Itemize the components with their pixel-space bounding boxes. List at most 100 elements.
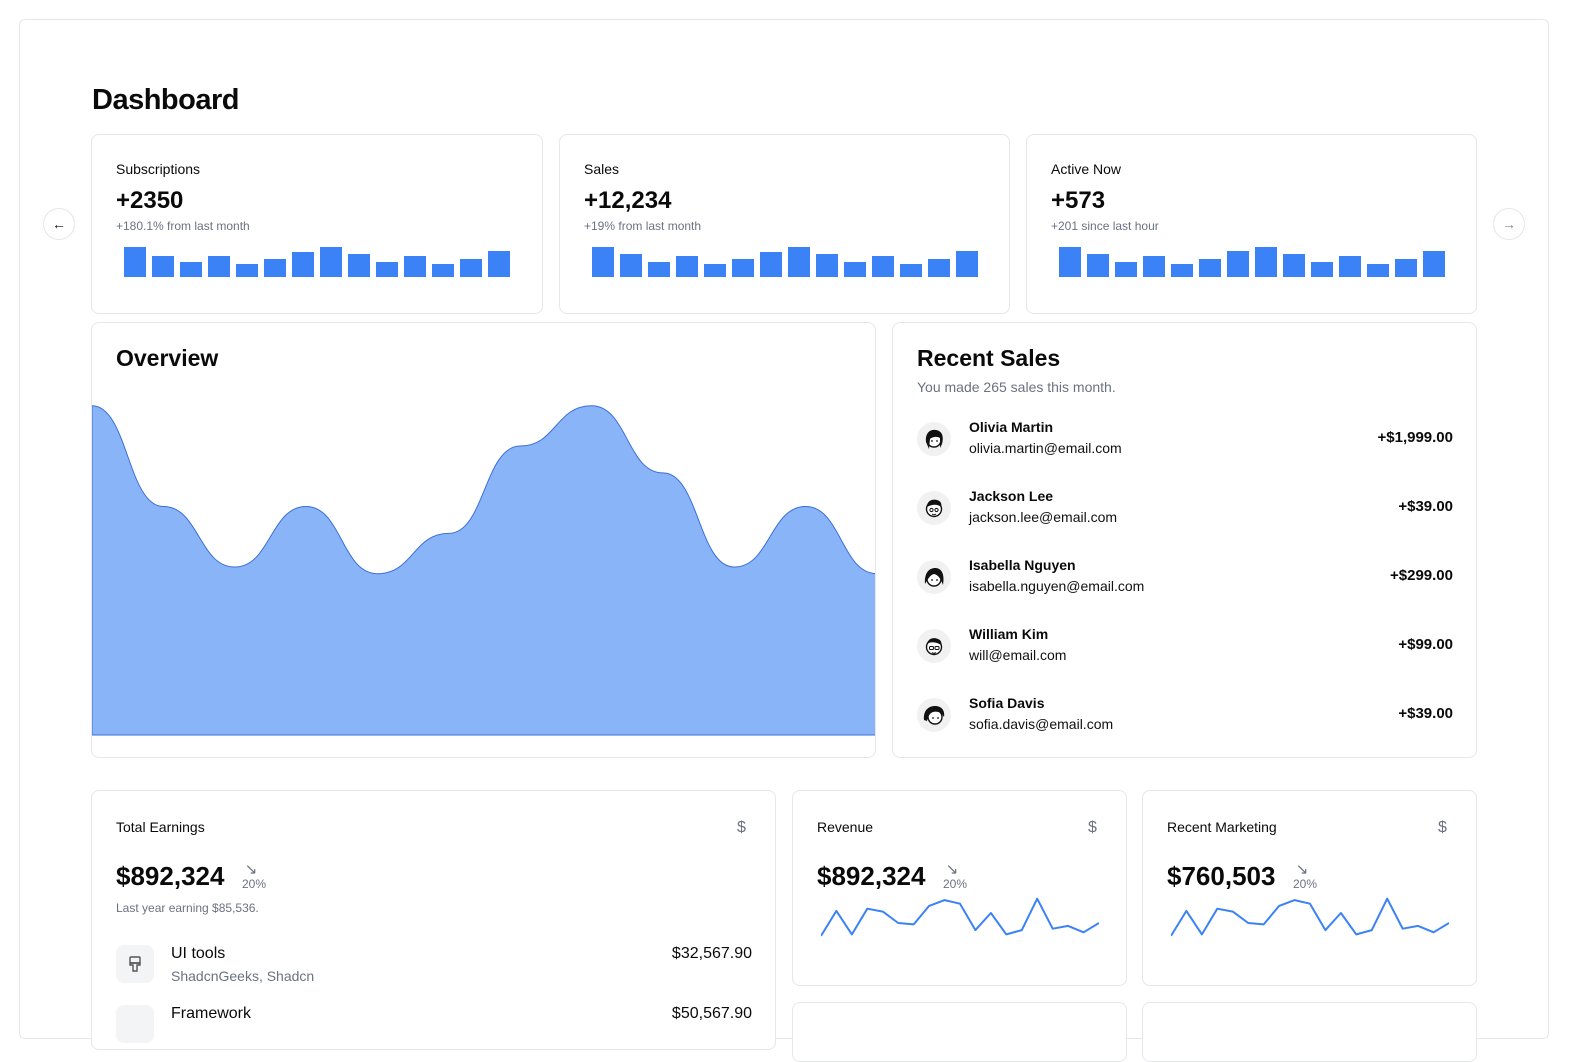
- stat-bar: [320, 247, 342, 277]
- stat-bar: [928, 259, 950, 277]
- recent-sales-title: Recent Sales: [917, 345, 1061, 371]
- sale-row: William Kim will@email.com +$99.00: [917, 626, 1453, 670]
- stat-bar: [816, 253, 838, 277]
- customer-name: Isabella Nguyen: [969, 557, 1076, 573]
- revenue-value: $892,324: [817, 861, 926, 891]
- sale-amount: +$39.00: [1398, 705, 1453, 722]
- recent-marketing-value: $760,503: [1167, 861, 1276, 891]
- sale-row: Jackson Lee jackson.lee@email.com +$39.0…: [917, 488, 1453, 532]
- stat-bar: [264, 259, 286, 277]
- tool-subtext: ShadcnGeeks, Shadcn: [171, 968, 315, 984]
- stat-value: +573: [1051, 187, 1106, 214]
- stat-bar: [1171, 263, 1193, 277]
- stat-label: Active Now: [1051, 161, 1122, 177]
- change-percent: 20%: [242, 877, 267, 891]
- stat-bar: [1087, 253, 1109, 277]
- trend-down-icon: ↘: [945, 861, 959, 878]
- stat-bar: [900, 263, 922, 277]
- stat-bar-chart: [592, 245, 978, 277]
- stat-bar: [956, 250, 978, 277]
- stat-bar: [208, 256, 230, 277]
- carousel-next-button[interactable]: →: [1493, 208, 1525, 240]
- stat-bar-chart: [1059, 245, 1445, 277]
- sale-row: Isabella Nguyen isabella.nguyen@email.co…: [917, 557, 1453, 601]
- list-item: UI tools ShadcnGeeks, Shadcn $32,567.90: [116, 943, 752, 987]
- dollar-icon: $: [1438, 819, 1447, 836]
- stat-bar: [180, 262, 202, 277]
- marketing-sparkline: [1171, 897, 1449, 937]
- stat-bar: [236, 263, 258, 277]
- stat-subtext: +19% from last month: [584, 219, 702, 233]
- stat-bar: [1283, 253, 1305, 277]
- customer-name: Sofia Davis: [969, 695, 1045, 711]
- stat-bar: [1059, 247, 1081, 277]
- stat-bar: [704, 263, 726, 277]
- total-earnings-label: Total Earnings: [116, 819, 205, 835]
- stat-bar: [1143, 256, 1165, 277]
- stat-bar: [124, 247, 146, 277]
- stat-bar: [1199, 259, 1221, 277]
- stat-bar: [1115, 262, 1137, 277]
- stat-bar: [1255, 247, 1277, 277]
- sale-row: Sofia Davis sofia.davis@email.com +$39.0…: [917, 695, 1453, 739]
- stat-bar: [1339, 256, 1361, 277]
- carousel-prev-button[interactable]: ←: [43, 208, 75, 240]
- stat-subtext: +201 since last hour: [1051, 219, 1159, 233]
- stat-bar: [844, 262, 866, 277]
- stat-bar: [620, 253, 642, 277]
- recent-marketing-card: Recent Marketing $ $760,503 ↘ 20%: [1142, 790, 1477, 986]
- stat-bar: [152, 256, 174, 277]
- arrow-right-icon: →: [1502, 216, 1516, 232]
- trend-down-icon: ↘: [1295, 861, 1309, 878]
- overview-area-fill: [92, 405, 875, 736]
- stat-bar: [1311, 262, 1333, 277]
- sale-amount: +$1,999.00: [1377, 429, 1454, 446]
- overview-card: Overview: [91, 322, 876, 758]
- customer-name: Jackson Lee: [969, 488, 1054, 504]
- customer-name: Olivia Martin: [969, 419, 1054, 435]
- revenue-line: [821, 897, 1099, 937]
- customer-email: olivia.martin@email.com: [969, 440, 1122, 456]
- avatar: [917, 560, 951, 594]
- stat-bar: [1395, 259, 1417, 277]
- stat-subtext: +180.1% from last month: [116, 219, 250, 233]
- card-partial: [1142, 1002, 1477, 1062]
- change-indicator: ↘ 20%: [943, 862, 968, 891]
- tool-name: UI tools: [171, 945, 226, 962]
- avatar: [917, 422, 951, 456]
- sale-amount: +$299.00: [1390, 567, 1453, 584]
- stat-bar: [1423, 250, 1445, 277]
- revenue-card: Revenue $ $892,324 ↘ 20%: [792, 790, 1127, 986]
- stat-value: +12,234: [584, 187, 672, 214]
- change-percent: 20%: [1293, 877, 1318, 891]
- stat-bar: [788, 247, 810, 277]
- stat-card-active-now: Active Now +573 +201 since last hour: [1026, 134, 1477, 314]
- sale-amount: +$99.00: [1398, 636, 1453, 653]
- overview-area-chart: [92, 405, 875, 736]
- customer-email: sofia.davis@email.com: [969, 716, 1114, 732]
- change-indicator: ↘ 20%: [1293, 862, 1318, 891]
- revenue-sparkline: [821, 897, 1099, 937]
- sale-row: Olivia Martin olivia.martin@email.com +$…: [917, 419, 1453, 463]
- page-title: Dashboard: [92, 84, 239, 116]
- stat-bar: [460, 259, 482, 277]
- stat-bar: [432, 263, 454, 277]
- change-percent: 20%: [943, 877, 968, 891]
- stat-bar: [348, 253, 370, 277]
- marketing-line: [1171, 897, 1449, 937]
- stat-bar: [376, 262, 398, 277]
- code-icon: [116, 1005, 154, 1043]
- change-indicator: ↘ 20%: [242, 862, 267, 891]
- stat-bar: [292, 251, 314, 277]
- customer-name: William Kim: [969, 626, 1049, 642]
- stat-bar: [592, 247, 614, 277]
- arrow-left-icon: ←: [52, 216, 66, 232]
- avatar: [917, 629, 951, 663]
- dollar-icon: $: [737, 819, 746, 836]
- card-partial: [792, 1002, 1127, 1062]
- recent-sales-description: You made 265 sales this month.: [917, 379, 1116, 395]
- total-earnings-value: $892,324: [116, 861, 225, 891]
- list-item: Framework $50,567.90: [116, 1003, 752, 1047]
- stat-card-subscriptions: Subscriptions +2350 +180.1% from last mo…: [91, 134, 543, 314]
- stat-label: Sales: [584, 161, 620, 177]
